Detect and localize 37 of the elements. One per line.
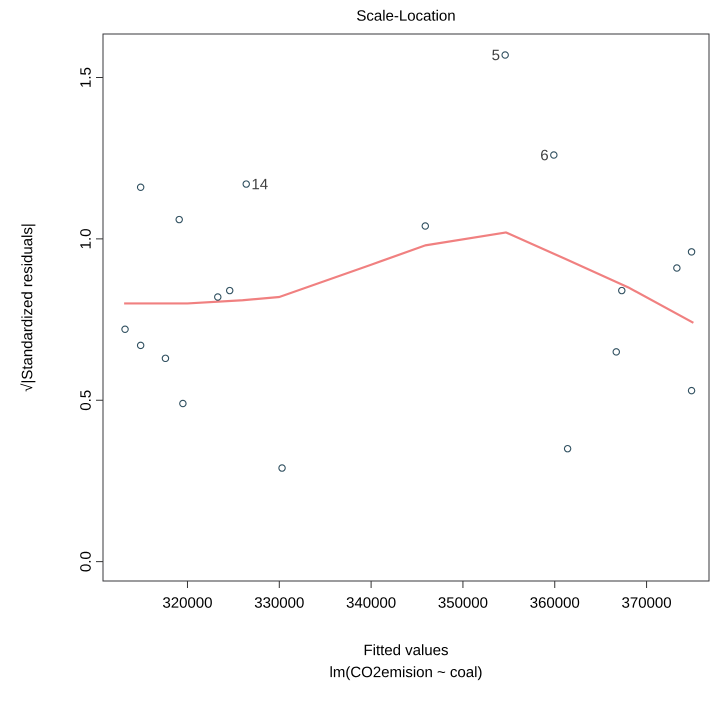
point (550, 151, 558, 159)
point (278, 464, 286, 472)
text: lm(CO2emision ~ coal) (330, 666, 482, 680)
point (501, 51, 509, 59)
x-axis-title: Fitted values (364, 644, 448, 656)
point (564, 444, 572, 452)
annotation: 14 (252, 178, 268, 190)
point (618, 286, 626, 294)
annotation: 5 (492, 50, 500, 60)
point (179, 400, 187, 408)
point (136, 342, 144, 350)
point (162, 354, 170, 362)
x-tick-label: 370000 (622, 597, 671, 608)
point (688, 386, 696, 394)
point (688, 248, 696, 256)
x-tick-label: 320000 (163, 597, 212, 608)
y-tick-label: 1.0 (80, 229, 91, 248)
y-tick-label: 1.5 (80, 68, 91, 87)
point (612, 348, 620, 356)
annotation: 6 (541, 150, 548, 160)
point (226, 286, 234, 294)
y-axis-title: √|Standardized residuals| (20, 224, 36, 392)
x-tick-label: 360000 (530, 597, 580, 608)
x-tick-label: 340000 (346, 597, 396, 608)
y-tick-label: 0.5 (80, 390, 91, 410)
point (673, 264, 681, 272)
y-tick-label: 0.0 (80, 552, 91, 572)
point (242, 180, 250, 188)
point (121, 326, 129, 334)
point (214, 293, 222, 301)
chart-title: Scale-Location (357, 10, 455, 21)
x-tick-label: 350000 (438, 597, 488, 608)
line-series (123, 231, 694, 324)
point (175, 216, 183, 224)
point (422, 222, 430, 230)
x-tick-label: 330000 (254, 597, 304, 608)
point (136, 184, 144, 192)
